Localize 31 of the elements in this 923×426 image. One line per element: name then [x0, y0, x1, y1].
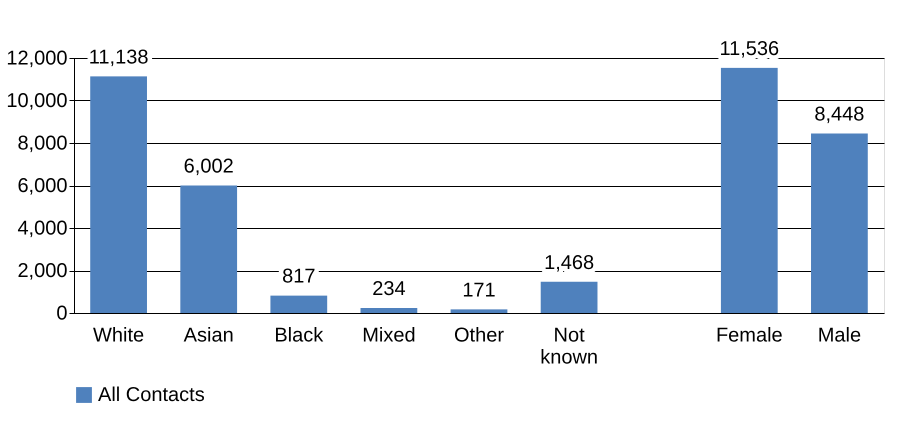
data-label: 6,002 [184, 155, 234, 178]
y-tick-label: 6,000 [17, 175, 68, 197]
legend-label: All Contacts [98, 384, 205, 406]
bar [270, 296, 328, 313]
y-tick-label: 8,000 [17, 132, 68, 154]
data-label: 817 [282, 266, 316, 288]
y-tick-label: 0 [56, 302, 68, 324]
x-tick-label: Mixed [362, 324, 416, 346]
y-tick-label: 4,000 [17, 218, 68, 240]
y-tick-label: 2,000 [17, 260, 68, 282]
y-tick-label: 10,000 [6, 90, 68, 112]
x-tick-label: Female [716, 324, 783, 346]
bar [180, 185, 238, 313]
data-label: 1,468 [544, 252, 594, 274]
x-tick-label: Other [454, 324, 504, 346]
x-tick-label: Asian [184, 324, 234, 346]
bar [450, 309, 508, 313]
x-tick-label: Black [274, 324, 324, 346]
y-tick-label: 12,000 [6, 48, 68, 70]
x-tick-label: White [93, 324, 144, 346]
bar [540, 282, 598, 313]
data-label: 11,536 [719, 38, 780, 60]
x-tick-label: Not known [540, 324, 598, 368]
bar [90, 76, 147, 313]
bar [360, 308, 418, 313]
data-label: 234 [372, 278, 406, 300]
x-tick-label: Male [818, 324, 862, 346]
bar [720, 68, 778, 313]
data-label: 8,448 [814, 103, 864, 126]
bar [811, 133, 868, 313]
data-label: 171 [462, 279, 496, 302]
